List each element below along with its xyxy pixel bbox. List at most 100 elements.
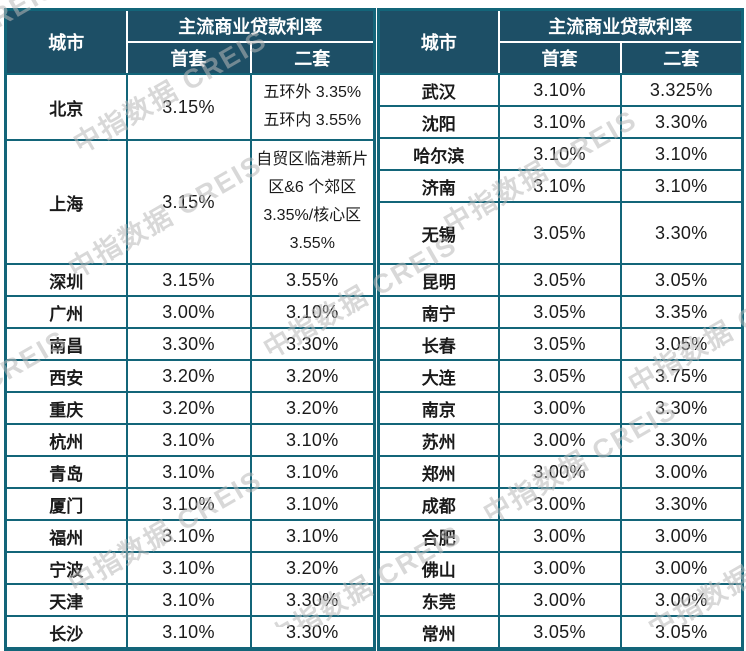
second-cell: 3.10%: [249, 519, 376, 553]
table-row: 无锡 3.05% 3.30%: [377, 201, 744, 265]
first-cell: 3.05%: [497, 359, 622, 393]
first-cell: 3.00%: [497, 487, 622, 521]
city-cell: 苏州: [377, 423, 500, 457]
city-cell: 厦门: [4, 487, 128, 521]
second-cell: 3.30%: [619, 391, 744, 425]
second-cell: 3.30%: [249, 583, 376, 617]
city-cell: 东莞: [377, 583, 500, 617]
table-row: 福州 3.10% 3.10%: [4, 519, 376, 553]
city-cell: 大连: [377, 359, 500, 393]
city-cell: 天津: [4, 583, 128, 617]
table-row: 成都 3.00% 3.30%: [377, 487, 744, 521]
first-cell: 3.10%: [125, 615, 252, 650]
second-cell: 3.75%: [619, 359, 744, 393]
city-cell: 济南: [377, 169, 500, 203]
table-row: 宁波 3.10% 3.20%: [4, 551, 376, 585]
table-row: 东莞 3.00% 3.00%: [377, 583, 744, 617]
city-cell: 沈阳: [377, 105, 500, 139]
table-row: 苏州 3.00% 3.30%: [377, 423, 744, 457]
second-cell: 3.05%: [619, 263, 744, 297]
city-cell: 南京: [377, 391, 500, 425]
second-cell: 3.30%: [249, 615, 376, 650]
table-row: 哈尔滨 3.10% 3.10%: [377, 137, 744, 171]
rate-group-header: 主流商业贷款利率: [497, 8, 744, 43]
city-cell: 无锡: [377, 201, 500, 265]
table-body: 北京 3.15% 五环外 3.35%五环内 3.55% 上海 3.15% 自贸区临港新片区…: [4, 73, 376, 650]
first-cell: 3.10%: [125, 551, 252, 585]
table-body: 武汉 3.10% 3.325% 沈阳 3.10% 3.30% 哈尔滨 3.10% 3.10% 济南…: [377, 73, 744, 650]
first-cell: 3.10%: [125, 583, 252, 617]
table-row: 青岛 3.10% 3.10%: [4, 455, 376, 489]
city-cell: 武汉: [377, 73, 500, 107]
second-cell: 3.325%: [619, 73, 744, 107]
city-cell: 深圳: [4, 263, 128, 297]
table-row: 大连 3.05% 3.75%: [377, 359, 744, 393]
table-row: 杭州 3.10% 3.10%: [4, 423, 376, 457]
second-cell: 3.10%: [249, 487, 376, 521]
city-cell: 成都: [377, 487, 500, 521]
first-cell: 3.00%: [125, 295, 252, 329]
table-row: 长沙 3.10% 3.30%: [4, 615, 376, 650]
first-cell: 3.00%: [497, 583, 622, 617]
first-cell: 3.10%: [497, 169, 622, 203]
table-row: 天津 3.10% 3.30%: [4, 583, 376, 617]
first-cell: 3.10%: [125, 519, 252, 553]
second-cell: 3.05%: [619, 327, 744, 361]
second-cell: 3.00%: [619, 551, 744, 585]
table-row: 广州 3.00% 3.10%: [4, 295, 376, 329]
table-row: 深圳 3.15% 3.55%: [4, 263, 376, 297]
city-cell: 长沙: [4, 615, 128, 650]
city-cell: 福州: [4, 519, 128, 553]
city-cell: 杭州: [4, 423, 128, 457]
city-cell: 郑州: [377, 455, 500, 489]
city-cell: 哈尔滨: [377, 137, 500, 171]
table-row: 合肥 3.00% 3.00%: [377, 519, 744, 553]
city-cell: 广州: [4, 295, 128, 329]
table-row: 西安 3.20% 3.20%: [4, 359, 376, 393]
table-row: 济南 3.10% 3.10%: [377, 169, 744, 203]
first-cell: 3.05%: [497, 295, 622, 329]
table-row: 北京 3.15% 五环外 3.35%五环内 3.55%: [4, 73, 376, 141]
second-cell: 自贸区临港新片区&6 个郊区 3.35%/核心区 3.55%: [249, 139, 376, 265]
second-cell: 3.55%: [249, 263, 376, 297]
second-cell: 3.10%: [619, 169, 744, 203]
city-cell: 佛山: [377, 551, 500, 585]
table-header: 城市 主流商业贷款利率 首套 二套: [4, 8, 376, 75]
city-cell: 西安: [4, 359, 128, 393]
city-cell: 南宁: [377, 295, 500, 329]
first-cell: 3.10%: [125, 455, 252, 489]
first-cell: 3.10%: [497, 137, 622, 171]
second-cell: 3.35%: [619, 295, 744, 329]
first-cell: 3.00%: [497, 391, 622, 425]
second-cell: 3.30%: [619, 423, 744, 457]
second-cell: 3.10%: [619, 137, 744, 171]
first-cell: 3.00%: [497, 551, 622, 585]
first-cell: 3.00%: [497, 455, 622, 489]
city-cell: 昆明: [377, 263, 500, 297]
rates-table-right: 城市 主流商业贷款利率 首套 二套 武汉 3.10% 3.325% 沈阳 3.10% 3.…: [377, 8, 744, 651]
table-row: 昆明 3.05% 3.05%: [377, 263, 744, 297]
table-row: 上海 3.15% 自贸区临港新片区&6 个郊区 3.35%/核心区 3.55%: [4, 139, 376, 265]
first-cell: 3.00%: [497, 519, 622, 553]
second-cell: 3.20%: [249, 359, 376, 393]
second-cell: 3.10%: [249, 455, 376, 489]
first-cell: 3.05%: [497, 201, 622, 265]
rate-group-header: 主流商业贷款利率: [125, 8, 376, 43]
first-cell: 3.05%: [497, 327, 622, 361]
first-cell: 3.15%: [125, 263, 252, 297]
table-row: 佛山 3.00% 3.00%: [377, 551, 744, 585]
table-row: 重庆 3.20% 3.20%: [4, 391, 376, 425]
second-cell: 3.00%: [619, 519, 744, 553]
city-cell: 重庆: [4, 391, 128, 425]
second-cell: 3.10%: [249, 423, 376, 457]
city-cell: 合肥: [377, 519, 500, 553]
second-cell: 3.10%: [249, 295, 376, 329]
first-cell: 3.10%: [125, 423, 252, 457]
first-cell: 3.15%: [125, 139, 252, 265]
table-row: 沈阳 3.10% 3.30%: [377, 105, 744, 139]
first-cell: 3.00%: [497, 423, 622, 457]
first-home-column-header: 首套: [125, 41, 252, 75]
table-row: 常州 3.05% 3.05%: [377, 615, 744, 650]
first-cell: 3.10%: [125, 487, 252, 521]
